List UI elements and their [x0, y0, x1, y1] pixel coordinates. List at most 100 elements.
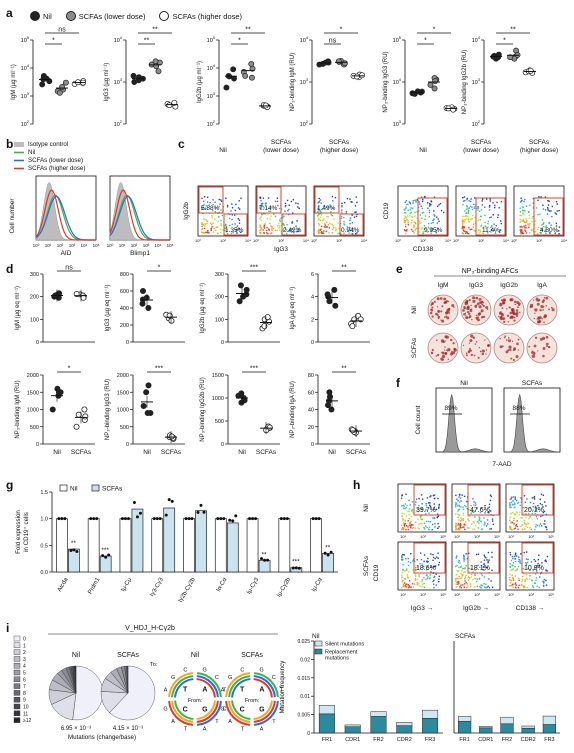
flow-event: [474, 569, 476, 572]
data-point: [107, 553, 111, 557]
flow-event: [346, 197, 349, 200]
flow-event: [519, 560, 521, 563]
flow-event: [436, 516, 438, 518]
flow-event: [464, 200, 466, 202]
flow-event: [341, 202, 343, 205]
spot: [542, 306, 545, 308]
flow-event: [283, 224, 285, 226]
flow-event: [407, 220, 409, 222]
flow-event: [347, 229, 349, 232]
flow-event: [436, 205, 439, 208]
flow-event: [424, 227, 427, 229]
flow-event: [456, 581, 458, 583]
data-point: [126, 517, 130, 521]
flow-event: [405, 506, 407, 509]
flow-event: [516, 502, 519, 504]
spot: [509, 307, 511, 309]
flow-event: [260, 229, 262, 231]
flow-event: [463, 230, 465, 232]
spot: [430, 304, 433, 306]
flow-event: [491, 556, 493, 558]
gate: [339, 213, 364, 236]
x-tick-label: 10⁴: [445, 238, 451, 243]
base-letter-outer: C: [240, 668, 244, 674]
x-tick-label: 10¹: [119, 243, 126, 248]
flow-event: [401, 528, 403, 530]
flow-event: [466, 500, 468, 503]
flow-event: [543, 226, 545, 228]
flow-event: [345, 212, 347, 214]
flow-event: [547, 208, 549, 210]
flow-event: [234, 209, 237, 212]
flow-event: [518, 511, 521, 513]
flow-event: [535, 524, 537, 526]
spot: [475, 341, 478, 343]
flow-event: [405, 493, 407, 495]
x-tick-label: 10⁴: [81, 243, 88, 248]
flow-event: [412, 524, 415, 526]
flow-event: [224, 227, 226, 229]
data-point: [69, 549, 73, 553]
flow-event: [473, 510, 476, 513]
flow-event: [470, 512, 473, 515]
flow-event: [544, 229, 546, 231]
flow-event: [466, 199, 468, 201]
flow-event: [271, 227, 273, 229]
flow-event: [463, 555, 465, 558]
silent-bar: [344, 724, 361, 727]
flow-event: [541, 504, 543, 506]
flow-event: [319, 219, 322, 221]
flow-event: [515, 525, 517, 527]
flow-event: [512, 577, 515, 580]
data-point: [75, 550, 79, 554]
flow-event: [521, 528, 524, 531]
spot: [445, 349, 448, 351]
legend-label: SCFAs (higher dose): [28, 165, 85, 172]
x-tick-label: FR2: [502, 737, 512, 743]
legend-label: ≥12: [23, 718, 32, 724]
flow-event: [460, 566, 462, 568]
flow-event: [421, 503, 423, 505]
flow-event: [317, 208, 320, 211]
sig-label: **: [71, 540, 77, 547]
flow-event: [487, 560, 489, 563]
flow-event: [402, 504, 405, 507]
flow-event: [203, 203, 205, 206]
flow-event: [434, 522, 436, 525]
data-point: [311, 517, 315, 521]
spot: [534, 336, 538, 339]
flow-event: [539, 231, 541, 234]
data-point: [242, 73, 249, 79]
flow-event: [481, 204, 484, 206]
flow-event: [263, 207, 265, 209]
y-tick-label: 500: [120, 425, 129, 431]
flow-event: [484, 206, 486, 208]
flow-event: [317, 202, 319, 204]
spot: [466, 316, 469, 319]
flow-event: [432, 579, 435, 582]
spot: [444, 340, 447, 342]
pie-slice: [72, 665, 104, 721]
replacement-bar: [318, 713, 335, 734]
flow-event: [432, 221, 434, 224]
flow-event: [435, 573, 437, 575]
flow-event: [521, 517, 524, 519]
flow-event: [416, 211, 418, 213]
flow-event: [509, 578, 511, 581]
flow-event: [535, 577, 538, 579]
spot: [503, 336, 506, 339]
flow-event: [405, 212, 407, 214]
flow-event: [547, 209, 549, 212]
data-point: [187, 517, 191, 521]
data-point: [326, 389, 333, 396]
data-point: [251, 517, 255, 521]
flow-event: [472, 528, 474, 530]
data-point: [248, 74, 255, 81]
x-tick-label: 10⁵: [93, 243, 100, 248]
gate: [417, 197, 448, 236]
flow-event: [455, 494, 457, 497]
spot: [431, 315, 434, 318]
flow-event: [259, 229, 261, 232]
flow-event: [291, 228, 294, 231]
y-tick-label: 40: [308, 408, 314, 414]
